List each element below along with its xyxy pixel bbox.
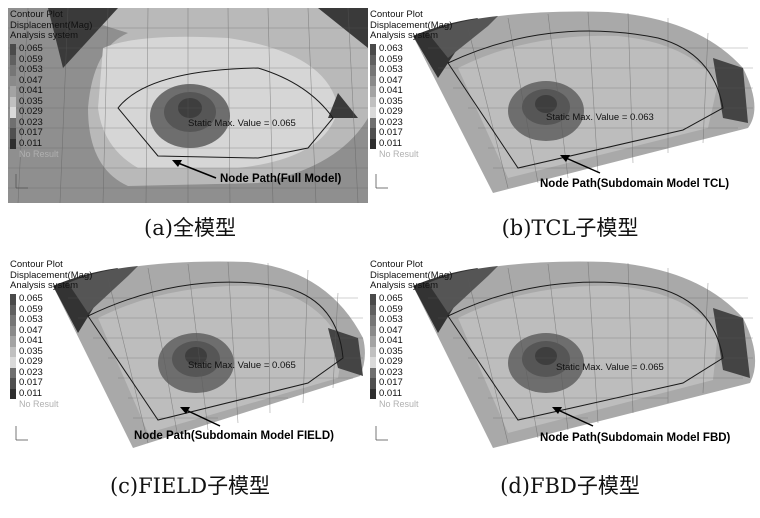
legend-title-a: Contour Plot Displacement(Mag) Analysis sy… [10,9,93,41]
max-value-text-a: Static Max. Value = 0.065 [188,118,296,129]
max-value-text-b: Static Max. Value = 0.063 [546,112,654,123]
contour-legend-d: 0.065 0.059 0.053 0.047 0.041 0.035 0.02… [370,293,419,410]
axis-triad-icon [375,174,388,189]
caption-a: (a)全模型 [144,216,236,240]
panel-d-fbd-model: Static Max. Value = 0.065 Node Path(Subd… [368,258,758,453]
caption-b: (b)TCL子模型 [501,216,639,240]
no-result-label-b: No Result [379,149,419,159]
contour-plot-tcl-model: Static Max. Value = 0.063 Node Path(Subd… [375,11,755,193]
legend-title-c: Contour Plot Displacement(Mag) Analysis sy… [10,259,93,291]
axis-triad-icon [15,174,28,189]
no-result-label-d: No Result [379,399,419,409]
no-result-label-a: No Result [19,149,59,159]
contour-legend-b: 0.063 0.059 0.053 0.047 0.041 0.035 0.02… [370,43,419,160]
node-path-label-a: Node Path(Full Model) [220,173,342,185]
panel-c-field-model: Static Max. Value = 0.065 Node Path(Subd… [8,258,370,453]
contour-plot-fbd-model: Static Max. Value = 0.065 Node Path(Subd… [375,261,756,448]
legend-title-b: Contour Plot Displacement(Mag) Analysis sy… [370,9,453,41]
legend-title-d: Contour Plot Displacement(Mag) Analysis sy… [370,259,453,291]
max-value-text-c: Static Max. Value = 0.065 [188,360,296,371]
caption-d: (d)FBD子模型 [500,474,640,498]
contour-legend-c: 0.065 0.059 0.053 0.047 0.041 0.035 0.02… [10,293,59,410]
node-path-label-b: Node Path(Subdomain Model TCL) [540,178,729,190]
contour-plot-field-model: Static Max. Value = 0.065 Node Path(Subd… [15,261,365,448]
node-path-label-d: Node Path(Subdomain Model FBD) [540,432,731,444]
panel-b-tcl-model: Static Max. Value = 0.063 Node Path(Subd… [368,8,758,203]
contour-plot-full-model: Static Max. Value = 0.065 Node Path(Full… [8,8,368,203]
axis-triad-icon [15,426,28,441]
max-value-text-d: Static Max. Value = 0.065 [556,362,664,373]
contour-legend-a: 0.065 0.059 0.053 0.047 0.041 0.035 0.02… [10,43,59,160]
caption-c: (c)FIELD子模型 [109,474,271,498]
node-path-label-c: Node Path(Subdomain Model FIELD) [134,430,334,442]
no-result-label-c: No Result [19,399,59,409]
panel-a-full-model: Static Max. Value = 0.065 Node Path(Full… [8,8,368,203]
axis-triad-icon [375,426,388,441]
